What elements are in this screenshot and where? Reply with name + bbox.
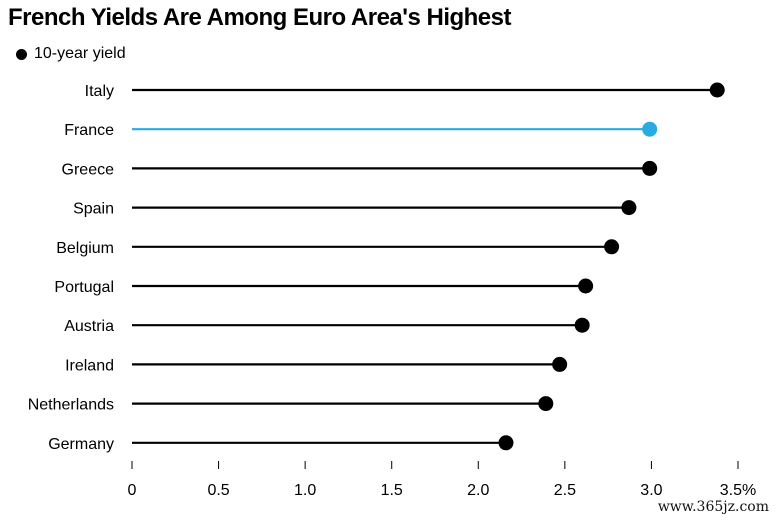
category-label-netherlands: Netherlands — [28, 397, 114, 414]
x-tick-label-1: 0.5 — [207, 482, 229, 499]
category-label-austria: Austria — [64, 318, 114, 335]
dot-portugal — [578, 278, 594, 294]
watermark: www.365jz.com — [657, 499, 769, 515]
x-tick-label-0: 0 — [128, 482, 137, 499]
dot-italy — [709, 82, 725, 98]
dot-austria — [574, 317, 590, 333]
category-label-germany: Germany — [48, 436, 114, 453]
dot-netherlands — [538, 396, 554, 412]
x-tick-label-3: 1.5 — [381, 482, 403, 499]
category-label-italy: Italy — [85, 83, 114, 100]
category-label-belgium: Belgium — [56, 240, 114, 257]
legend: 10-year yield — [16, 44, 126, 64]
category-label-ireland: Ireland — [65, 357, 114, 374]
legend-label: 10-year yield — [34, 45, 126, 62]
x-tick-label-6: 3.0 — [640, 482, 662, 499]
dot-belgium — [604, 239, 620, 255]
dot-ireland — [552, 356, 568, 372]
dot-greece — [642, 160, 658, 176]
chart-title: French Yields Are Among Euro Area's High… — [8, 4, 512, 31]
category-label-spain: Spain — [73, 201, 114, 218]
category-label-greece: Greece — [62, 161, 115, 178]
category-label-france: France — [64, 122, 114, 139]
x-tick-label-7: 3.5% — [720, 482, 756, 499]
x-tick-label-2: 1.0 — [294, 482, 316, 499]
dot-germany — [498, 435, 514, 451]
category-label-portugal: Portugal — [54, 279, 114, 296]
dot-spain — [621, 200, 637, 216]
legend-marker — [16, 48, 27, 60]
x-tick-label-4: 2.0 — [467, 482, 489, 499]
dot-france — [642, 121, 658, 137]
x-tick-label-5: 2.5 — [554, 482, 576, 499]
